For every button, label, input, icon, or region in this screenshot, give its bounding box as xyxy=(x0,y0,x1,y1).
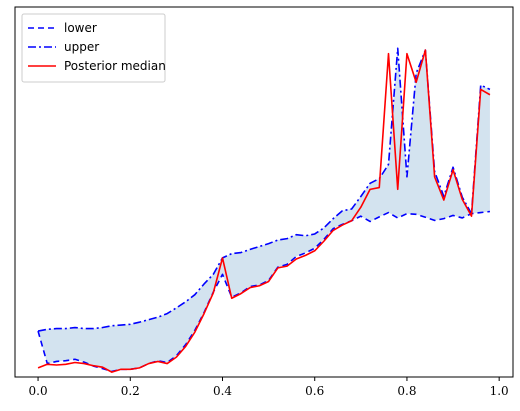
credible-band-layer xyxy=(38,48,490,371)
x-tick-label: 0.0 xyxy=(29,384,48,398)
legend-label: upper xyxy=(64,40,99,54)
legend-label: lower xyxy=(64,21,97,35)
legend-label: Posterior median xyxy=(64,59,166,73)
credible-band xyxy=(38,48,490,371)
x-tick-label: 0.6 xyxy=(305,384,324,398)
x-tick-label: 0.2 xyxy=(121,384,140,398)
x-tick-label: 0.8 xyxy=(397,384,416,398)
legend: lower upper Posterior median xyxy=(22,14,166,82)
x-tick-label: 1.0 xyxy=(490,384,509,398)
x-tick-label: 0.4 xyxy=(213,384,232,398)
x-axis-ticks: 0.0 0.2 0.4 0.6 0.8 1.0 xyxy=(29,377,509,398)
